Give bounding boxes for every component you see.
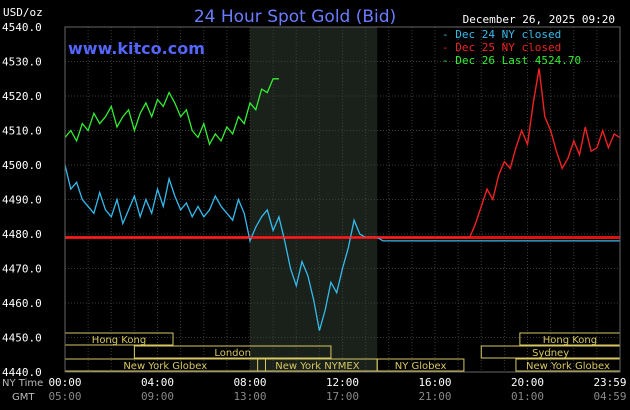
y-tick-label: 4530.0	[2, 56, 42, 69]
session-label: London	[214, 348, 251, 359]
series-line-1	[64, 164, 620, 331]
x-tick-label-ny: 04:00	[141, 376, 174, 389]
source-url: www.kitco.com	[68, 39, 205, 58]
x-tick-label-ny: 12:00	[326, 376, 359, 389]
x-tick-label-ny: 16:00	[418, 376, 451, 389]
session-label: Hong Kong	[92, 335, 146, 346]
y-tick-label: 4520.0	[2, 90, 42, 103]
x-tick-label-ny: 20:00	[511, 376, 544, 389]
y-tick-label: 4510.0	[2, 125, 42, 138]
x-tick-label-gmt: 01:00	[511, 390, 544, 403]
y-tick-label: 4440.0	[2, 366, 42, 379]
y-unit-label: USD/oz	[3, 6, 43, 19]
session-box: New York Globex	[515, 358, 621, 372]
session-label: Hong Kong	[543, 335, 597, 346]
ny-time-label: NY Time	[2, 378, 43, 389]
session-box: London	[133, 345, 332, 359]
series-line-3	[64, 78, 279, 147]
x-tick-label-gmt: 21:00	[418, 390, 451, 403]
session-label: Sydney	[532, 348, 569, 359]
plot-border	[64, 26, 621, 373]
session-box: New York NYMEX	[257, 358, 378, 372]
y-tick-label: 4490.0	[2, 194, 42, 207]
x-tick-label-gmt: 17:00	[326, 390, 359, 403]
x-tick-label-gmt: 13:00	[233, 390, 266, 403]
y-tick-label: 4540.0	[2, 21, 42, 34]
gmt-label: GMT	[12, 392, 35, 403]
y-tick-label: 4480.0	[2, 228, 42, 241]
x-tick-label-ny: 23:59	[593, 376, 626, 389]
x-tick-label-gmt: 05:00	[48, 390, 81, 403]
x-tick-label-gmt: 04:59	[593, 390, 626, 403]
y-tick-label: 4470.0	[2, 263, 42, 276]
x-tick-label-gmt: 09:00	[141, 390, 174, 403]
chart-title: 24 Hour Spot Gold (Bid)	[194, 7, 396, 27]
date-label: December 26, 2025 09:20	[463, 13, 615, 26]
session-outline	[133, 345, 332, 359]
session-label: NY Globex	[395, 361, 447, 372]
legend-entry: - Dec 26 Last 4524.70	[442, 54, 581, 67]
legend-entry: - Dec 25 NY closed	[442, 41, 561, 54]
session-outline	[376, 358, 465, 372]
session-label: New York Globex	[123, 361, 207, 372]
session-label: New York Globex	[526, 361, 610, 372]
session-label: New York NYMEX	[275, 361, 360, 372]
y-tick-label: 4450.0	[2, 332, 42, 345]
legend: - Dec 24 NY closed- Dec 25 NY closed- De…	[442, 28, 581, 67]
x-tick-label-ny: 08:00	[233, 376, 266, 389]
plot-area: Hong Kong Hong Kong London Sydney New York G…	[64, 26, 621, 373]
x-tick-label-ny: 00:00	[48, 376, 81, 389]
y-tick-label: 4460.0	[2, 297, 42, 310]
series-line-2	[65, 68, 620, 239]
legend-entry: - Dec 24 NY closed	[442, 28, 561, 41]
session-box: NY Globex	[376, 358, 465, 372]
y-tick-label: 4500.0	[2, 159, 42, 172]
